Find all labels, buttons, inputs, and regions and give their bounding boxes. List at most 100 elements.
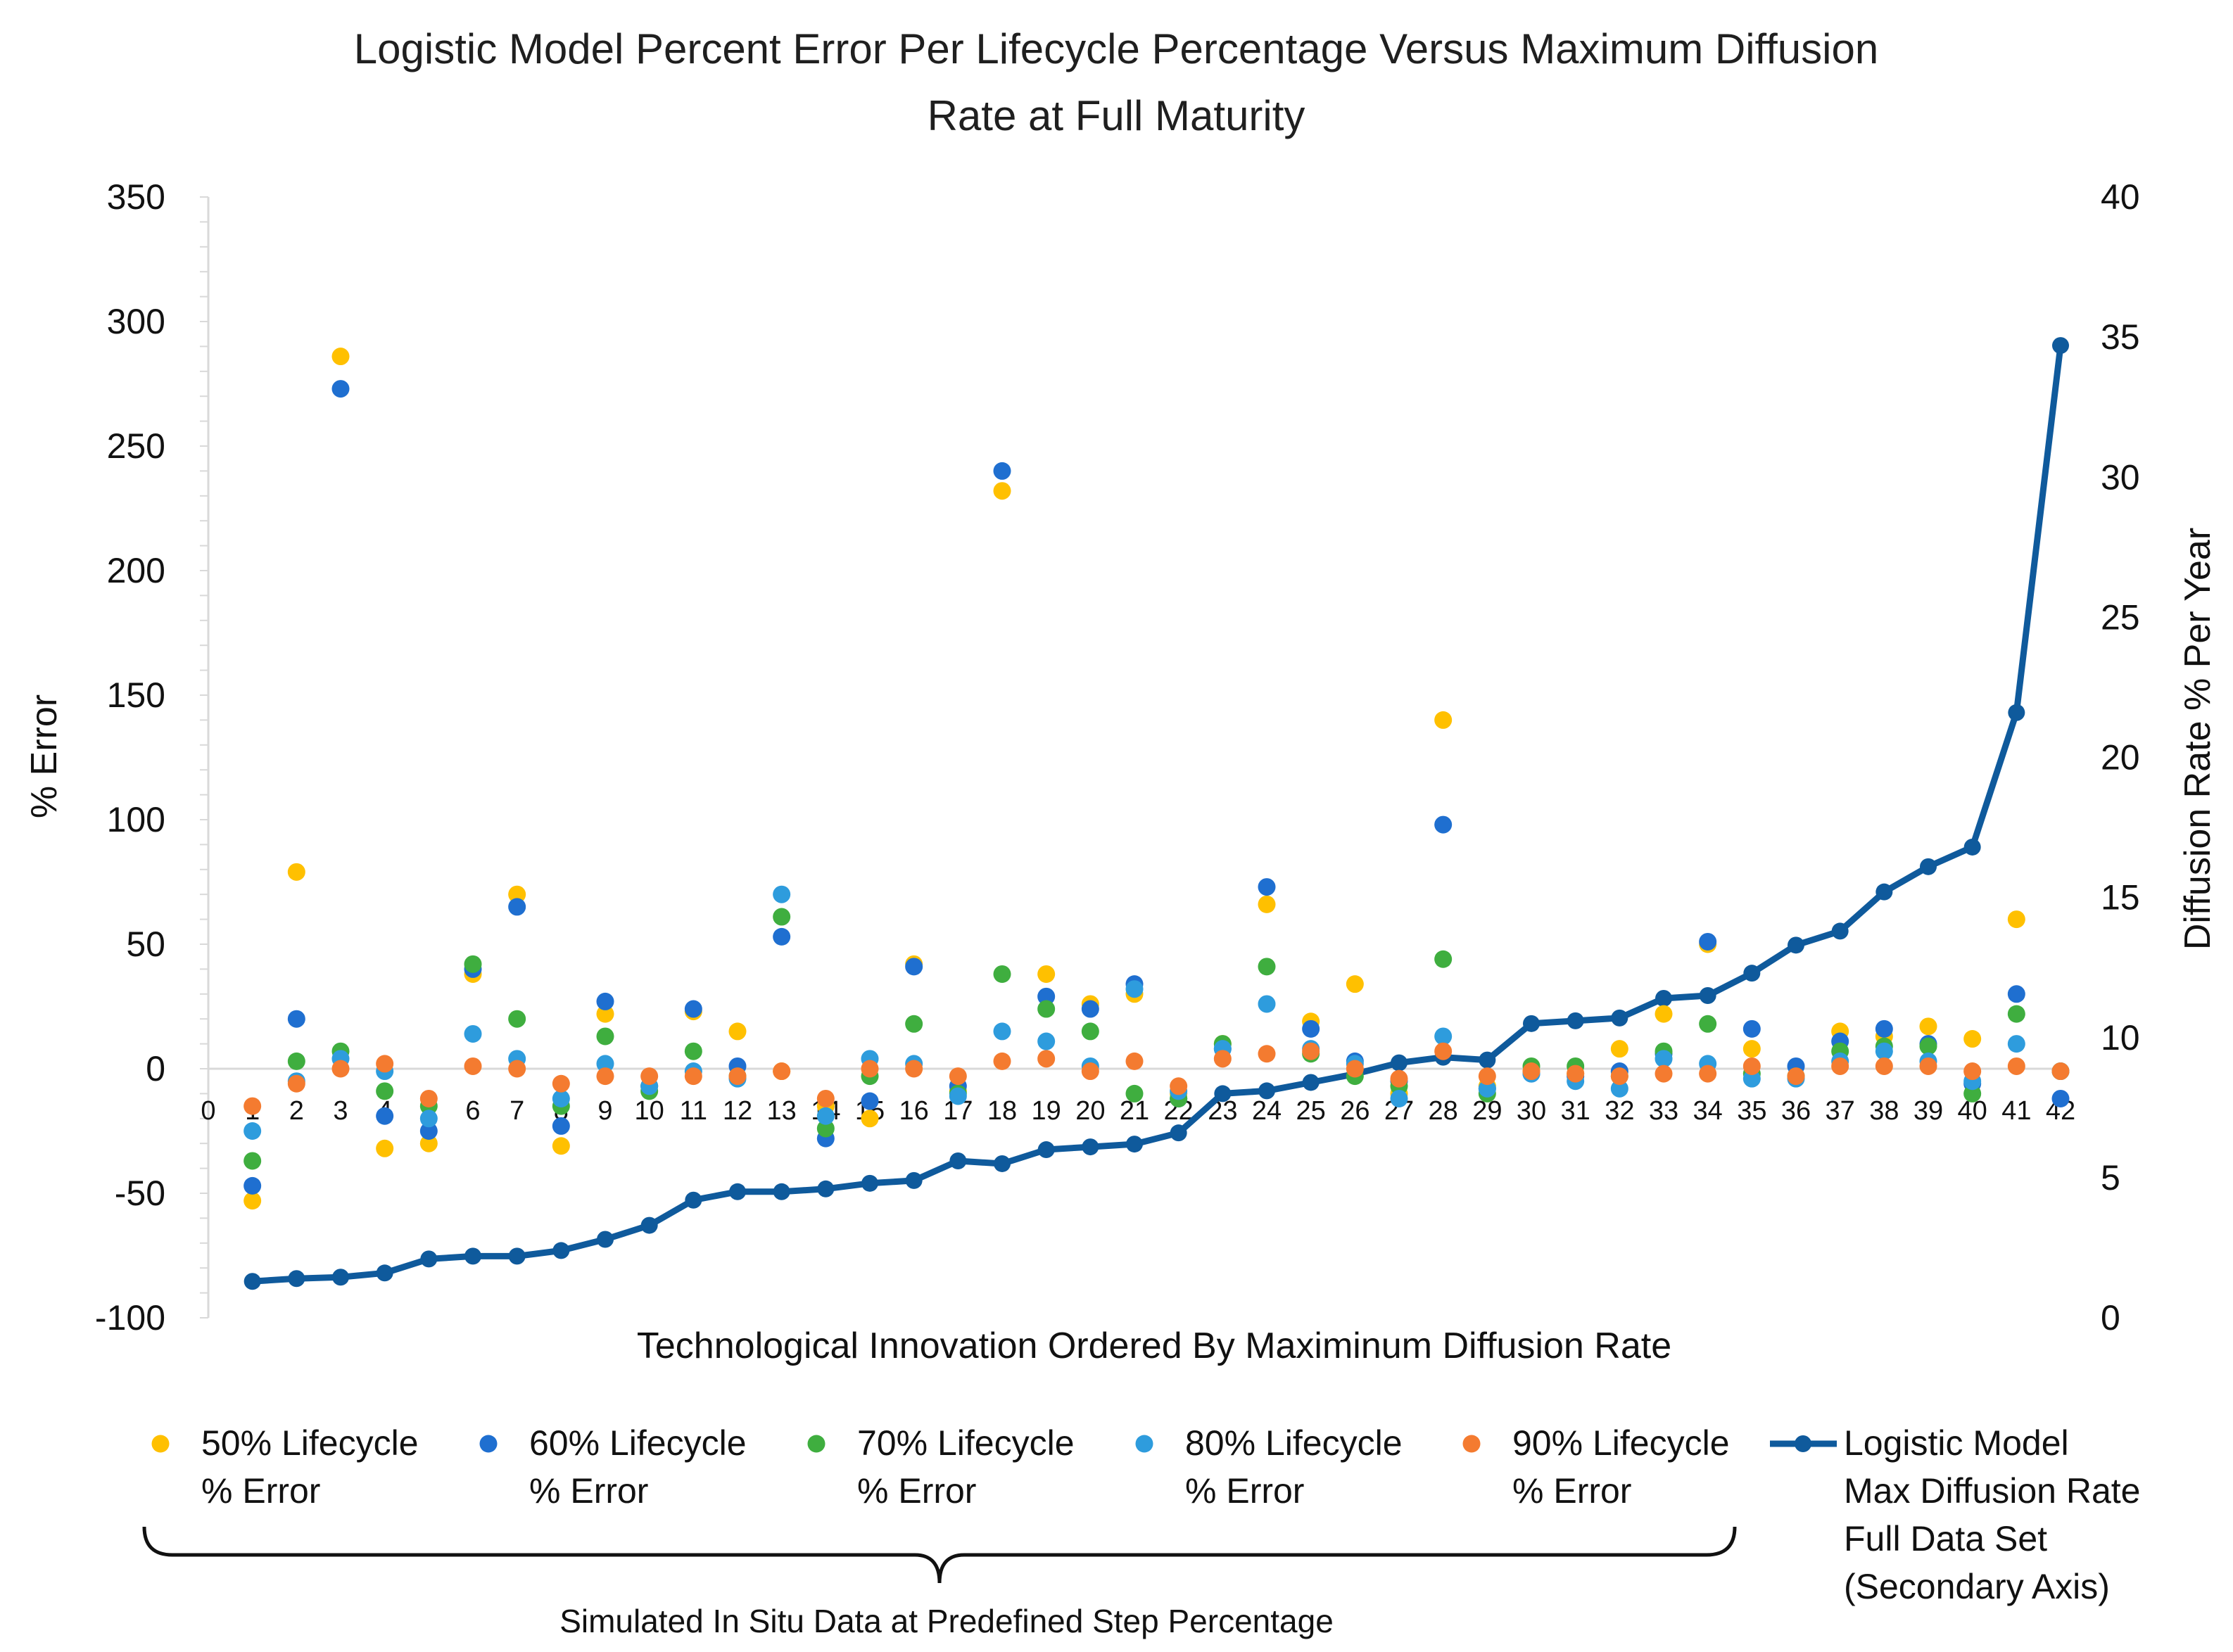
scatter-point-series-4 [1742, 1069, 1761, 1088]
scatter-point-series-3 [1699, 1015, 1717, 1033]
scatter-point-series-2 [1742, 1019, 1761, 1038]
y-tick-label: 150 [107, 675, 165, 715]
scatter-point-series-2 [773, 927, 791, 946]
scatter-point-series-3 [773, 908, 791, 926]
scatter-point-series-1 [508, 885, 526, 903]
legend-label-line-series: Logistic Model [1844, 1423, 2069, 1463]
y2-axis-title: Diffusion Rate % Per Year [2177, 528, 2218, 950]
x-tick-label: 16 [899, 1096, 929, 1126]
scatter-point-series-3 [1963, 1084, 1982, 1103]
scatter-point-series-5 [1258, 1045, 1276, 1063]
y2-tick-label: 15 [2101, 878, 2140, 917]
scatter-point-series-4 [1125, 980, 1144, 998]
scatter-point-series-3 [596, 1027, 614, 1046]
max-diffusion-rate-line [252, 345, 2064, 1285]
scatter-point-series-2 [993, 462, 1011, 480]
scatter-point-series-4 [1655, 1050, 1673, 1068]
legend-label-series-5: 90% Lifecycle [1512, 1423, 1730, 1463]
legend-marker-series-3 [807, 1435, 825, 1453]
scatter-point-series-1 [552, 1137, 570, 1155]
scatter-point-series-2 [596, 992, 614, 1010]
x-tick-label: 9 [597, 1096, 612, 1126]
chart-title-line-1: Logistic Model Percent Error Per Lifecyc… [354, 25, 1878, 72]
x-tick-label: 41 [2001, 1096, 2031, 1126]
scatter-point-series-5 [1522, 1062, 1541, 1081]
scatter-point-series-1 [1919, 1017, 1937, 1036]
scatter-point-series-4 [1037, 1032, 1056, 1050]
max-diffusion-rate-marker [2008, 704, 2025, 721]
scatter-point-series-2 [1037, 987, 1056, 1005]
x-tick-label: 26 [1340, 1096, 1369, 1126]
scatter-point-series-5 [508, 1060, 526, 1078]
scatter-point-series-2 [1875, 1019, 1893, 1038]
scatter-point-series-1 [861, 1110, 879, 1128]
scatter-point-series-5 [1081, 1062, 1099, 1081]
scatter-point-series-5 [331, 1060, 350, 1078]
max-diffusion-rate-marker [332, 1269, 349, 1286]
x-tick-label: 35 [1737, 1096, 1766, 1126]
scatter-point-series-3 [1125, 1084, 1144, 1103]
max-diffusion-rate-marker [597, 1231, 614, 1248]
max-diffusion-rate-marker [508, 1247, 526, 1265]
y2-tick-label: 25 [2101, 597, 2140, 637]
legend-marker-series-1 [151, 1435, 170, 1453]
max-diffusion-rate-marker [1479, 1051, 1496, 1069]
max-diffusion-rate-marker [1963, 838, 1981, 856]
scatter-point-series-1 [287, 863, 305, 881]
max-diffusion-rate-marker [1214, 1085, 1232, 1103]
max-diffusion-rate-marker [1920, 858, 1937, 875]
x-tick-label: 36 [1781, 1096, 1811, 1126]
x-tick-label: 37 [1826, 1096, 1855, 1126]
scatter-point-series-4 [552, 1089, 570, 1107]
scatter-point-series-1 [1742, 1040, 1761, 1058]
y-axis-title: % Error [24, 694, 65, 818]
scatter-point-series-4 [419, 1110, 438, 1128]
scatter-point-series-1 [2007, 910, 2025, 929]
scatter-point-series-2 [243, 1176, 262, 1195]
scatter-point-series-1 [331, 348, 350, 366]
legend-label-series-4: % Error [1185, 1471, 1304, 1511]
scatter-point-series-3 [816, 1119, 835, 1138]
scatter-point-series-5 [376, 1055, 394, 1073]
y-tick-label: -100 [95, 1298, 165, 1338]
max-diffusion-rate-marker [464, 1247, 481, 1265]
scatter-point-series-4 [1390, 1089, 1408, 1107]
scatter-point-series-3 [243, 1152, 262, 1170]
scatter-point-series-5 [816, 1089, 835, 1107]
scatter-point-series-1 [1346, 975, 1364, 993]
scatter-point-series-2 [1258, 878, 1276, 896]
scatter-point-series-2 [1699, 932, 1717, 951]
max-diffusion-rate-marker [1126, 1136, 1143, 1153]
scatter-point-series-4 [1478, 1079, 1496, 1098]
scatter-point-series-2 [419, 1122, 438, 1140]
y2-tick-label: 5 [2101, 1158, 2120, 1197]
y-tick-label: 0 [146, 1049, 165, 1088]
scatter-point-series-3 [1434, 950, 1453, 968]
y-tick-label: 250 [107, 426, 165, 466]
legend-label-line-series: (Secondary Axis) [1844, 1567, 2110, 1606]
scatter-point-series-1 [1963, 1030, 1982, 1048]
max-diffusion-rate-marker [1611, 1009, 1628, 1027]
legend-label-line-series: Max Diffusion Rate [1844, 1471, 2140, 1511]
y-tick-label: -50 [115, 1174, 165, 1213]
scatter-point-series-3 [2007, 1005, 2025, 1023]
scatter-point-series-1 [1610, 1040, 1628, 1058]
max-diffusion-rate-marker [1302, 1074, 1320, 1091]
scatter-point-series-5 [1567, 1065, 1585, 1083]
scatter-point-series-2 [376, 1107, 394, 1125]
max-diffusion-rate-marker [1875, 883, 1893, 901]
scatter-point-series-3 [508, 1010, 526, 1028]
legend-label-series-4: 80% Lifecycle [1185, 1423, 1403, 1463]
scatter-point-series-2 [331, 380, 350, 398]
max-diffusion-rate-marker [685, 1191, 702, 1209]
scatter-point-series-3 [376, 1082, 394, 1100]
max-diffusion-rate-marker [552, 1242, 570, 1259]
y2-tick-label: 30 [2101, 457, 2140, 497]
y-tick-label: 50 [126, 925, 165, 964]
scatter-point-series-2 [552, 1117, 570, 1135]
scatter-point-series-5 [861, 1060, 879, 1078]
y2-tick-label: 40 [2101, 177, 2140, 217]
scatter-point-series-3 [287, 1052, 305, 1070]
scatter-point-series-4 [1610, 1079, 1628, 1098]
x-tick-label: 12 [723, 1096, 752, 1126]
